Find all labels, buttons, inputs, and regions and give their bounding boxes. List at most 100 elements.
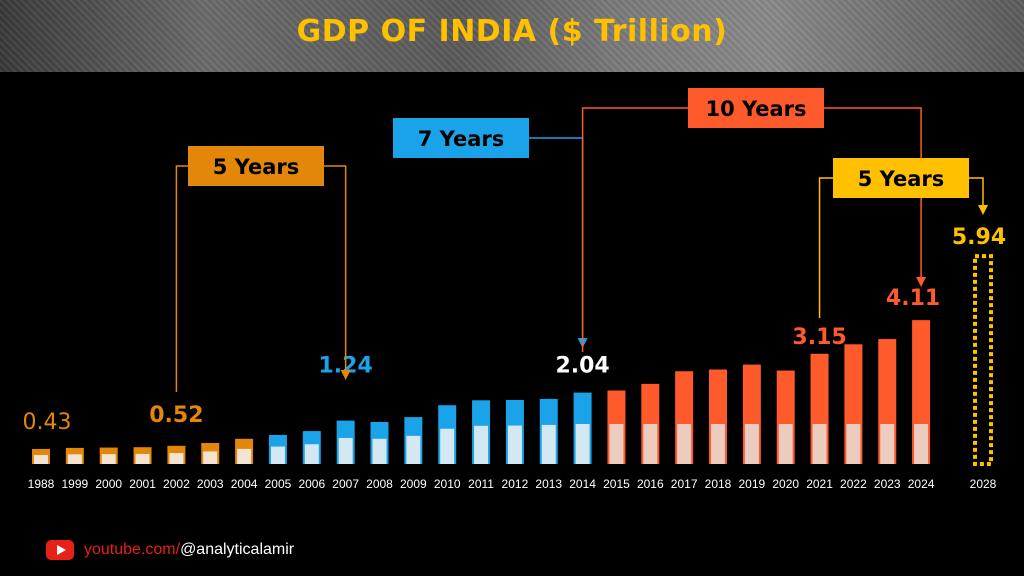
chart-title: GDP OF INDIA ($ Trillion) bbox=[296, 14, 728, 49]
x-tick-2013: 2013 bbox=[535, 477, 562, 491]
bar-2016 bbox=[641, 383, 660, 464]
url-text: youtube.com/ bbox=[84, 541, 181, 558]
interval-label-3: 5 Years bbox=[858, 167, 944, 191]
x-tick-2006: 2006 bbox=[298, 477, 325, 491]
currency-banner bbox=[0, 0, 1024, 72]
data-label-2021: 3.15 bbox=[792, 325, 846, 350]
bar-2009 bbox=[404, 417, 423, 464]
bar-photo-2006 bbox=[304, 444, 319, 464]
bar-2017 bbox=[675, 371, 694, 464]
data-label-2014: 2.04 bbox=[555, 354, 609, 379]
x-tick-1999: 1999 bbox=[61, 477, 88, 491]
bar-2022 bbox=[844, 344, 863, 464]
x-tick-2018: 2018 bbox=[705, 477, 732, 491]
x-tick-2005: 2005 bbox=[265, 477, 292, 491]
bar-2018 bbox=[709, 369, 727, 464]
bar-photo-2017 bbox=[677, 424, 692, 464]
interval-label-1: 7 Years bbox=[418, 127, 504, 151]
bar-2023 bbox=[878, 339, 897, 464]
data-label-2002: 0.52 bbox=[149, 403, 203, 428]
x-tick-2012: 2012 bbox=[502, 477, 529, 491]
x-tick-2014: 2014 bbox=[569, 477, 596, 491]
bar-2007 bbox=[336, 420, 355, 464]
interval-label-2: 10 Years bbox=[705, 97, 806, 121]
x-tick-2024: 2024 bbox=[908, 477, 935, 491]
interval-line-end-1 bbox=[529, 137, 584, 340]
bar-photo-2018 bbox=[711, 424, 725, 464]
bar-photo-2007 bbox=[338, 437, 353, 464]
interval-line-start-3 bbox=[818, 177, 833, 318]
x-tick-2007: 2007 bbox=[332, 477, 359, 491]
bar-2014 bbox=[573, 392, 592, 464]
channel-link[interactable]: youtube.com/@analyticalamir bbox=[84, 541, 294, 559]
interval-label-0: 5 Years bbox=[213, 155, 299, 179]
x-tick-2016: 2016 bbox=[637, 477, 664, 491]
bar-2011 bbox=[472, 400, 491, 464]
bar-photo-2008 bbox=[372, 438, 387, 464]
bar-photo-2014 bbox=[575, 424, 590, 464]
bar-2003 bbox=[201, 443, 220, 464]
interval-arrow-2 bbox=[916, 277, 927, 287]
x-tick-2028: 2028 bbox=[970, 477, 997, 491]
interval-arrow-3 bbox=[978, 205, 988, 215]
data-label-1988: 0.43 bbox=[23, 410, 72, 435]
interval-line-end-2 bbox=[824, 107, 922, 279]
x-tick-2001: 2001 bbox=[129, 477, 156, 491]
bar-2028 bbox=[973, 254, 993, 466]
bar-photo-2002 bbox=[169, 453, 184, 464]
interval-box-3 bbox=[833, 158, 969, 198]
x-tick-2008: 2008 bbox=[366, 477, 393, 491]
bar-2015 bbox=[607, 390, 626, 464]
x-tick-2010: 2010 bbox=[434, 477, 461, 491]
bar-photo-2009 bbox=[406, 435, 421, 464]
x-tick-2003: 2003 bbox=[197, 477, 224, 491]
x-tick-2009: 2009 bbox=[400, 477, 427, 491]
interval-line-end-0 bbox=[324, 165, 347, 372]
bar-2008 bbox=[370, 422, 389, 464]
bar-2013 bbox=[539, 398, 558, 464]
bar-2019 bbox=[742, 364, 761, 464]
x-tick-2015: 2015 bbox=[603, 477, 630, 491]
bar-photo-2015 bbox=[609, 424, 624, 464]
x-tick-2000: 2000 bbox=[95, 477, 122, 491]
bar-1988 bbox=[32, 448, 50, 464]
bar-photo-2013 bbox=[541, 424, 556, 464]
bar-2000 bbox=[99, 447, 118, 464]
bar-2004 bbox=[235, 438, 254, 464]
bar-photo-2021 bbox=[812, 424, 827, 464]
bar-2001 bbox=[133, 447, 152, 464]
interval-line-end-3 bbox=[969, 177, 984, 207]
x-tick-2011: 2011 bbox=[468, 477, 494, 491]
data-label-2028: 5.94 bbox=[952, 225, 1006, 250]
bar-2010 bbox=[438, 405, 457, 464]
interval-line-start-0 bbox=[175, 165, 188, 392]
bar-photo-2003 bbox=[203, 451, 218, 464]
interval-arrow-0 bbox=[340, 370, 351, 380]
bar-photo-2005 bbox=[270, 446, 285, 464]
bar-2002 bbox=[167, 445, 186, 464]
interval-0: 5 Years bbox=[175, 146, 351, 392]
x-tick-2017: 2017 bbox=[671, 477, 698, 491]
bar-photo-2011 bbox=[474, 425, 489, 464]
footer: youtube.com/@analyticalamir bbox=[46, 540, 294, 560]
bar-2005 bbox=[268, 434, 287, 464]
bar-photo-2020 bbox=[778, 424, 793, 464]
handle-text: @analyticalamir bbox=[180, 541, 295, 558]
youtube-icon[interactable] bbox=[46, 540, 74, 560]
bar-photo-2004 bbox=[237, 448, 252, 464]
x-tick-2022: 2022 bbox=[840, 477, 867, 491]
x-tick-1988: 1988 bbox=[28, 477, 55, 491]
bar-photo-2012 bbox=[507, 425, 522, 464]
bar-2020 bbox=[776, 370, 795, 464]
bar-photo-2001 bbox=[135, 453, 150, 464]
bar-photo-2022 bbox=[846, 424, 861, 464]
bar-photo-2023 bbox=[880, 424, 895, 464]
interval-box-2 bbox=[688, 88, 824, 128]
interval-2: 10 Years bbox=[581, 88, 927, 352]
bar-photo-2016 bbox=[643, 424, 658, 464]
bar-photo-2019 bbox=[744, 424, 759, 464]
x-tick-2023: 2023 bbox=[874, 477, 901, 491]
bar-photo-1999 bbox=[67, 454, 82, 464]
bar-photo-1988 bbox=[34, 454, 48, 464]
